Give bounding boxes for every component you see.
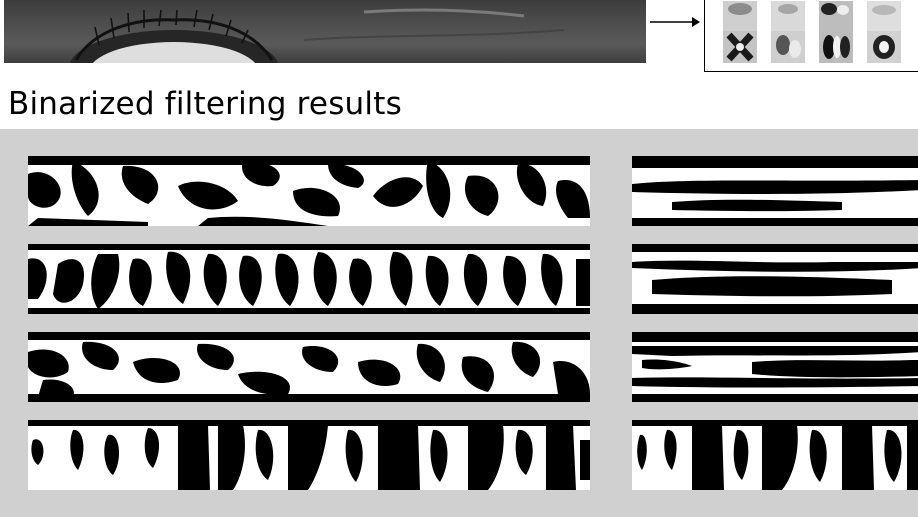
filter-kernel-icon bbox=[867, 31, 901, 63]
binarized-code-strip bbox=[28, 332, 590, 402]
right-arrow-icon bbox=[650, 17, 700, 27]
binarized-code-strip bbox=[632, 332, 918, 402]
filter-kernel-icon bbox=[867, 1, 901, 33]
filter-kernel-icon bbox=[819, 31, 853, 63]
filter-kernel-icon bbox=[723, 1, 757, 33]
binarized-code-strip bbox=[28, 420, 590, 490]
filter-kernel-box bbox=[704, 0, 918, 72]
results-panel bbox=[0, 129, 918, 517]
binarized-code-strip bbox=[632, 156, 918, 226]
filter-kernel-icon bbox=[819, 1, 853, 33]
binarized-code-strip bbox=[28, 156, 590, 226]
filter-kernel-icon bbox=[723, 31, 757, 63]
section-title: Binarized filtering results bbox=[8, 86, 402, 122]
binarized-code-strip bbox=[632, 244, 918, 314]
filter-kernel-icon bbox=[771, 31, 805, 63]
binarized-code-strip bbox=[28, 244, 590, 314]
binarized-code-strip bbox=[632, 420, 918, 490]
eye-image bbox=[4, 0, 646, 63]
filter-kernel-icon bbox=[771, 1, 805, 33]
